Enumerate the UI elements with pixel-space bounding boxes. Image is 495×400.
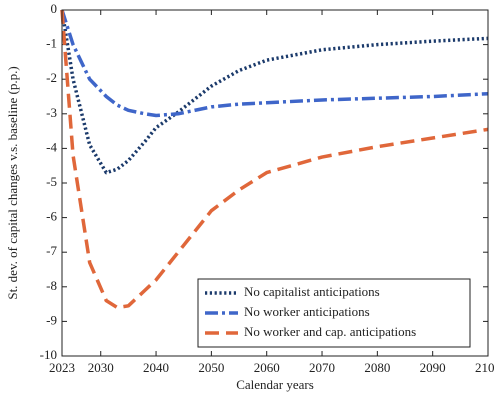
x-tick-label: 2060 bbox=[254, 360, 280, 375]
y-tick-label: -5 bbox=[46, 174, 57, 189]
y-tick-label: -8 bbox=[46, 278, 57, 293]
plot-frame bbox=[61, 9, 489, 357]
x-tick-label: 2030 bbox=[88, 360, 114, 375]
x-tick-label: 2040 bbox=[143, 360, 169, 375]
legend-label: No capitalist anticipations bbox=[244, 284, 380, 299]
legend: No capitalist anticipations No worker ant… bbox=[197, 278, 471, 348]
y-tick-label: 0 bbox=[51, 1, 58, 16]
x-tick-label: 2080 bbox=[364, 360, 390, 375]
series-line bbox=[60, 9, 489, 118]
y-tick-label: -10 bbox=[40, 347, 57, 362]
x-tick-label: 2090 bbox=[420, 360, 446, 375]
y-tick-label: -2 bbox=[46, 70, 57, 85]
series-line bbox=[60, 9, 489, 175]
y-tick-label: -6 bbox=[46, 209, 57, 224]
legend-box bbox=[197, 278, 471, 348]
series-line bbox=[60, 9, 489, 310]
legend-label: No worker anticipations bbox=[244, 304, 370, 319]
x-tick-label: 2023 bbox=[49, 360, 75, 375]
x-tick-label: 2050 bbox=[198, 360, 224, 375]
legend-label: No worker and cap. anticipations bbox=[244, 324, 416, 339]
x-axis-title: Calendar years bbox=[236, 377, 314, 392]
y-axis-title: St. dev. of capital changes v.s. baselin… bbox=[5, 66, 20, 299]
y-tick-label: -1 bbox=[46, 36, 57, 51]
y-tick-label: -3 bbox=[46, 105, 57, 120]
y-tick-label: -7 bbox=[46, 243, 57, 258]
x-tick-label: 2070 bbox=[309, 360, 335, 375]
y-tick-label: -9 bbox=[46, 312, 57, 327]
x-tick-label: 2100 bbox=[475, 360, 495, 375]
y-tick-label: -4 bbox=[46, 139, 57, 154]
